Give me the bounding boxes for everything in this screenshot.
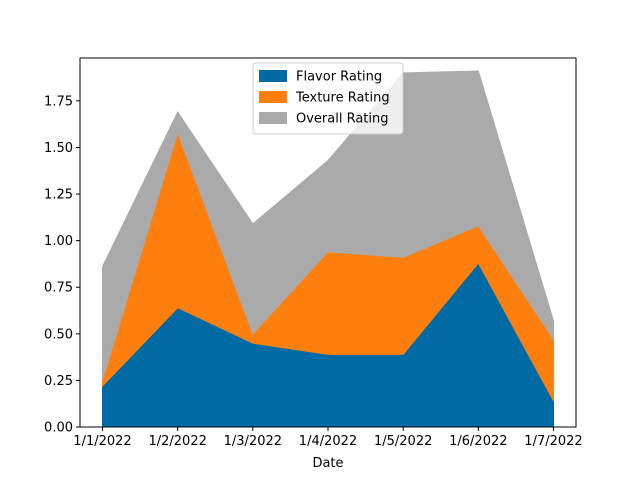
legend-swatch	[259, 112, 287, 124]
y-tick-label: 1.00	[44, 234, 73, 249]
y-tick-label: 0.25	[44, 374, 73, 389]
legend-swatch	[259, 91, 287, 103]
y-tick-label: 1.75	[44, 94, 73, 109]
legend-label: Flavor Rating	[296, 70, 382, 85]
x-tick-label: 1/3/2022	[224, 434, 282, 449]
y-tick-label: 1.50	[44, 141, 73, 156]
area-overall-rating	[102, 70, 554, 381]
y-axis: 0.00 0.25 0.50 0.75 1.00 1.25 1.50 1.75	[44, 94, 80, 436]
y-tick-label: 0.75	[44, 281, 73, 296]
legend-swatch	[259, 70, 287, 82]
x-tick-label: 1/1/2022	[73, 434, 131, 449]
x-tick-label: 1/5/2022	[374, 434, 432, 449]
legend: Flavor Rating Texture Rating Overall Ratin…	[252, 62, 404, 135]
y-tick-label: 1.25	[44, 188, 73, 203]
x-tick-label: 1/7/2022	[524, 434, 582, 449]
legend-box	[252, 62, 404, 135]
legend-label: Overall Rating	[296, 112, 389, 127]
x-axis: 1/1/2022 1/2/2022 1/3/2022 1/4/2022 1/5/2022…	[73, 427, 583, 449]
x-tick-label: 1/2/2022	[148, 434, 206, 449]
x-tick-label: 1/6/2022	[449, 434, 507, 449]
y-tick-label: 0.00	[44, 421, 73, 436]
legend-label: Texture Rating	[295, 91, 390, 106]
x-tick-label: 1/4/2022	[299, 434, 357, 449]
y-tick-label: 0.50	[44, 327, 73, 342]
x-axis-label: Date	[312, 456, 343, 471]
